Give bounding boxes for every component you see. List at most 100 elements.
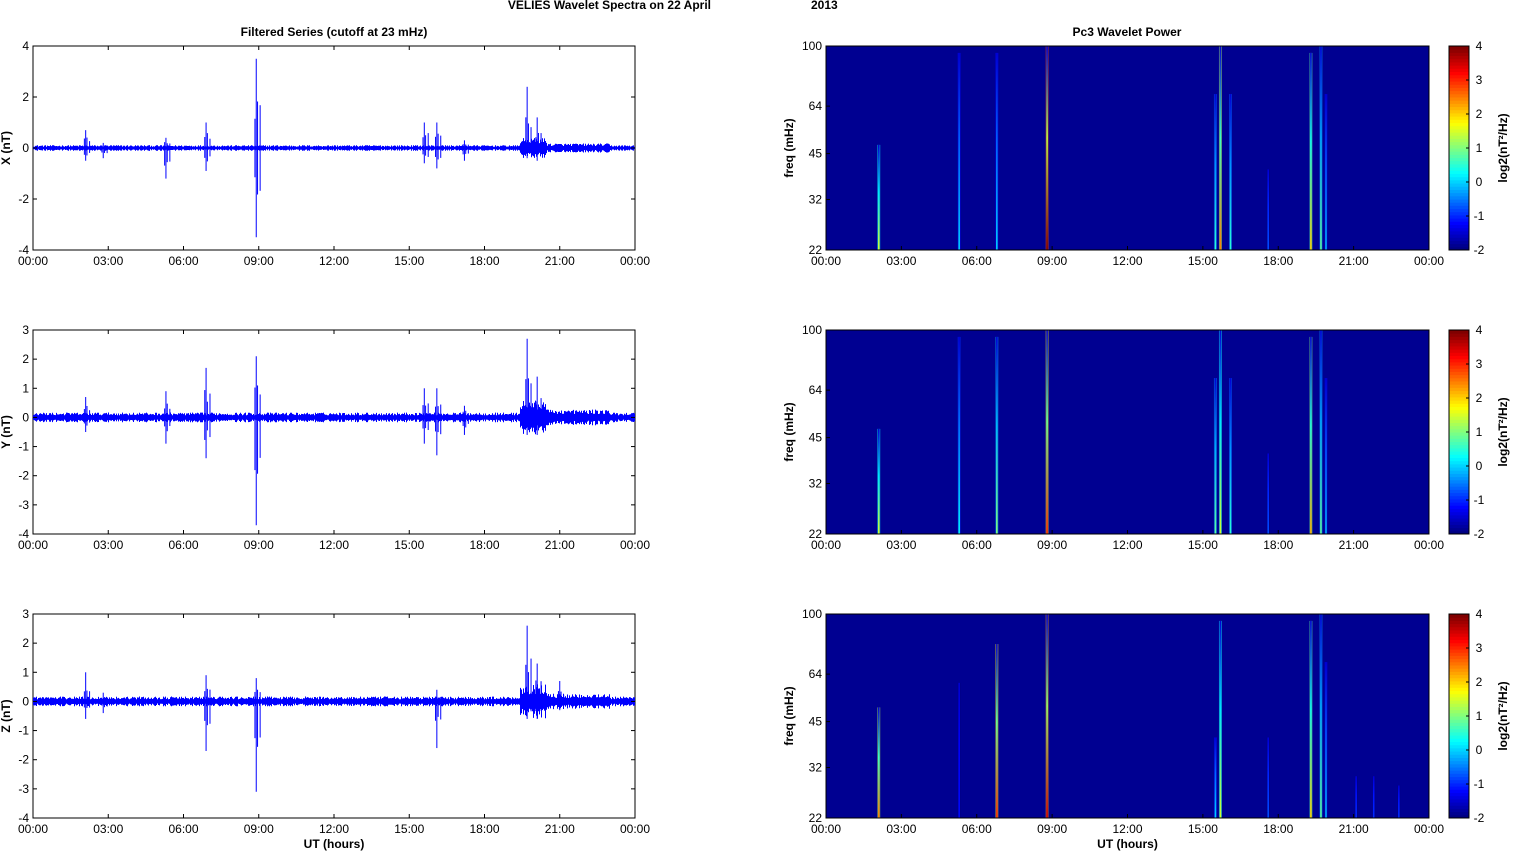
colorbar-cell bbox=[1449, 731, 1469, 736]
colorbar-cell bbox=[1449, 649, 1469, 653]
colorbar-cell bbox=[1449, 163, 1469, 168]
x-tick-label: 21:00 bbox=[1339, 822, 1369, 836]
x-tick-label: 15:00 bbox=[1188, 822, 1218, 836]
streak-4 bbox=[1214, 737, 1217, 818]
colorbar-cell bbox=[1449, 365, 1469, 369]
streak-6 bbox=[1229, 94, 1232, 251]
right-column-title: Pc3 Wavelet Power bbox=[1073, 25, 1182, 39]
x-tick-label: 09:00 bbox=[1037, 254, 1067, 268]
streak-4 bbox=[1214, 378, 1217, 534]
x-tick-label: 15:00 bbox=[1188, 538, 1218, 552]
colorbar-tick-label: 1 bbox=[1476, 141, 1483, 155]
colorbar-cell bbox=[1449, 243, 1469, 248]
y-tick-label: 0 bbox=[22, 410, 29, 424]
colorbar-cell bbox=[1449, 652, 1469, 656]
colorbar-cell bbox=[1449, 393, 1469, 398]
colorbar-cell bbox=[1449, 668, 1469, 672]
y-tick-label: -4 bbox=[18, 811, 29, 825]
colorbar-cell bbox=[1449, 46, 1469, 50]
x-tick-label: 00:00 bbox=[620, 538, 650, 552]
colorbar-tick-label: 2 bbox=[1476, 675, 1483, 689]
streak-10 bbox=[1325, 94, 1327, 251]
colorbar-cell bbox=[1449, 492, 1469, 497]
colorbar-cell bbox=[1449, 530, 1469, 535]
colorbar-tick-label: 1 bbox=[1476, 709, 1483, 723]
colorbar-cell bbox=[1449, 65, 1469, 69]
colorbar-cell bbox=[1449, 441, 1469, 446]
x-tick-label: 03:00 bbox=[93, 254, 123, 268]
x-tick-label: 12:00 bbox=[319, 538, 349, 552]
colorbar-cell bbox=[1449, 390, 1469, 395]
colorbar-cell bbox=[1449, 176, 1469, 181]
colorbar-cell bbox=[1449, 106, 1469, 111]
y-tick-label: 22 bbox=[809, 527, 823, 541]
colorbar-cell bbox=[1449, 336, 1469, 341]
y-tick-label: 3 bbox=[22, 323, 29, 337]
streak-1 bbox=[958, 336, 960, 534]
colorbar-cell bbox=[1449, 58, 1469, 63]
x-tick-label: 12:00 bbox=[319, 254, 349, 268]
x-tick-label: 15:00 bbox=[1188, 254, 1218, 268]
y-tick-label: 45 bbox=[809, 715, 823, 729]
colorbar-cell bbox=[1449, 119, 1469, 123]
colorbar-cell bbox=[1449, 224, 1469, 229]
y-tick-label: -4 bbox=[18, 527, 29, 541]
streak-8 bbox=[1310, 336, 1312, 534]
x-tick-label: 03:00 bbox=[93, 538, 123, 552]
colorbar-cell bbox=[1449, 744, 1469, 749]
streak-5 bbox=[1219, 620, 1222, 818]
colorbar-cell bbox=[1449, 728, 1469, 733]
colorbar-cell bbox=[1449, 805, 1469, 809]
colorbar-cell bbox=[1449, 221, 1469, 225]
colorbar-cell bbox=[1449, 361, 1469, 366]
streak-3 bbox=[1046, 614, 1048, 818]
colorbar-cell bbox=[1449, 792, 1469, 797]
colorbar-cell bbox=[1449, 786, 1469, 790]
x-tick-label: 18:00 bbox=[1263, 538, 1293, 552]
colorbar-cell bbox=[1449, 371, 1469, 376]
colorbar-cell bbox=[1449, 160, 1469, 165]
colorbar-tick-label: 3 bbox=[1476, 641, 1483, 655]
x-tick-label: 09:00 bbox=[244, 538, 274, 552]
colorbar-tick-label: -1 bbox=[1474, 209, 1485, 223]
x-tick-label: 21:00 bbox=[1339, 538, 1369, 552]
x-tick-label: 09:00 bbox=[1037, 538, 1067, 552]
colorbar-cell bbox=[1449, 345, 1469, 350]
colorbar-cell bbox=[1449, 747, 1469, 752]
colorbar-cell bbox=[1449, 218, 1469, 222]
colorbar-cell bbox=[1449, 735, 1469, 739]
x-tick-label: 18:00 bbox=[1263, 254, 1293, 268]
figure-title: VELIES Wavelet Spectra on 22 April bbox=[508, 0, 711, 12]
colorbar-cell bbox=[1449, 763, 1469, 768]
x-tick-label: 12:00 bbox=[1112, 538, 1142, 552]
colorbar-cell bbox=[1449, 49, 1469, 53]
colorbar-cell bbox=[1449, 342, 1469, 347]
x-tick-label: 06:00 bbox=[962, 254, 992, 268]
y-tick-label: 22 bbox=[809, 811, 823, 825]
colorbar-cell bbox=[1449, 617, 1469, 621]
colorbar-cell bbox=[1449, 814, 1469, 819]
colorbar-cell bbox=[1449, 112, 1469, 117]
colorbar-cell bbox=[1449, 432, 1469, 436]
colorbar-cell bbox=[1449, 144, 1469, 149]
colorbar-cell bbox=[1449, 352, 1469, 356]
x-tick-label: 00:00 bbox=[1414, 538, 1444, 552]
x-tick-label: 12:00 bbox=[1112, 822, 1142, 836]
colorbar-cell bbox=[1449, 422, 1469, 427]
x-tick-label: 00:00 bbox=[811, 538, 841, 552]
streak-11 bbox=[1372, 776, 1375, 818]
streak-6 bbox=[1267, 737, 1269, 818]
colorbar: -2 -1 0 1 2 3 4 log2(nT²/Hz) bbox=[1448, 607, 1510, 825]
plot-frame bbox=[32, 329, 636, 535]
streak-2 bbox=[996, 52, 998, 250]
y-tick-label: -3 bbox=[18, 782, 29, 796]
colorbar-cell bbox=[1449, 498, 1469, 503]
colorbar-cell bbox=[1449, 230, 1469, 235]
streak-12 bbox=[1398, 785, 1400, 818]
x-tick-label: 06:00 bbox=[168, 822, 198, 836]
streak-3 bbox=[1046, 330, 1048, 534]
heatmap-background bbox=[826, 330, 1429, 534]
y-axis-label: Z (nT) bbox=[0, 699, 13, 732]
y-tick-label: 64 bbox=[809, 383, 823, 397]
